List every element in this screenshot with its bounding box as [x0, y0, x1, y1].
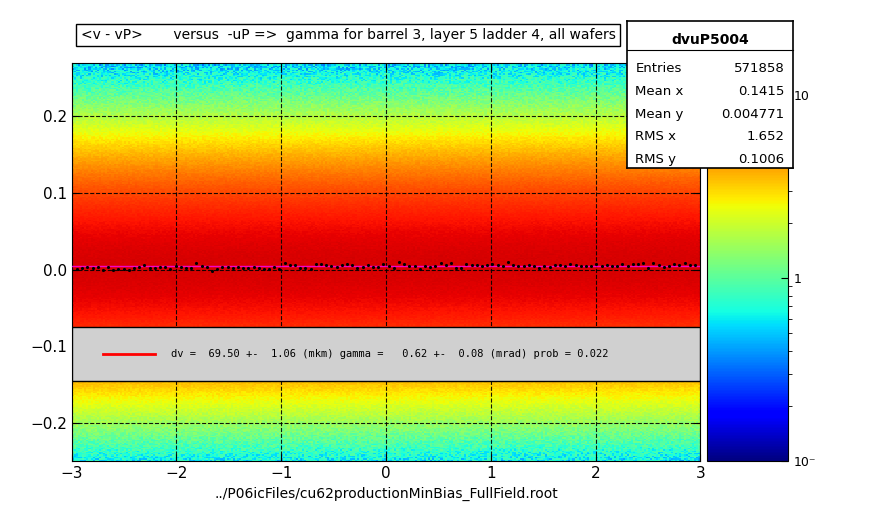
Text: Mean x: Mean x	[635, 85, 684, 98]
Text: 1.652: 1.652	[746, 130, 785, 143]
Text: Mean y: Mean y	[635, 107, 684, 121]
Text: 0.1006: 0.1006	[738, 153, 785, 166]
Text: RMS x: RMS x	[635, 130, 676, 143]
Text: 0.1415: 0.1415	[738, 85, 785, 98]
Text: dvuP5004: dvuP5004	[671, 32, 749, 47]
X-axis label: ../P06icFiles/cu62productionMinBias_FullField.root: ../P06icFiles/cu62productionMinBias_Full…	[214, 487, 558, 500]
Text: <v - vP>       versus  -uP =>  gamma for barrel 3, layer 5 ladder 4, all wafers: <v - vP> versus -uP => gamma for barrel …	[81, 28, 616, 42]
Text: 571858: 571858	[734, 62, 785, 75]
Text: dv =  69.50 +-  1.06 (mkm) gamma =   0.62 +-  0.08 (mrad) prob = 0.022: dv = 69.50 +- 1.06 (mkm) gamma = 0.62 +-…	[171, 349, 608, 359]
Text: RMS y: RMS y	[635, 153, 676, 166]
Bar	[72, 327, 701, 381]
Text: 0.004771: 0.004771	[721, 107, 785, 121]
Text: Entries: Entries	[635, 62, 682, 75]
